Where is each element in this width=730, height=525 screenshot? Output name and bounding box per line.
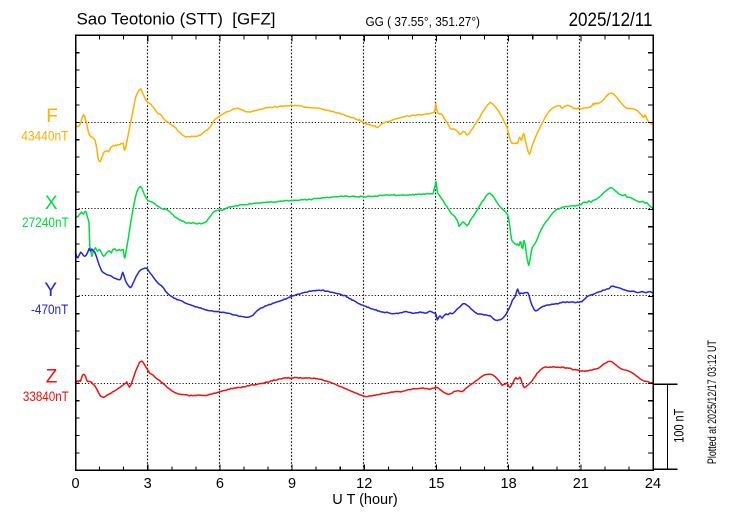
- svg-text:3: 3: [144, 476, 152, 492]
- svg-text:2025/12/11: 2025/12/11: [569, 10, 653, 31]
- svg-text:18: 18: [501, 476, 517, 492]
- svg-text:U T (hour): U T (hour): [332, 492, 398, 508]
- svg-text:Z: Z: [46, 367, 58, 388]
- svg-text:27240nT: 27240nT: [22, 215, 69, 231]
- svg-text:21: 21: [573, 476, 589, 492]
- svg-text:0: 0: [71, 476, 79, 492]
- svg-text:X: X: [45, 193, 58, 214]
- svg-text:12: 12: [356, 476, 372, 492]
- svg-text:Sao Teotonio (STT) [GFZ]: Sao Teotonio (STT) [GFZ]: [77, 9, 276, 28]
- svg-text:-470nT: -470nT: [31, 302, 69, 318]
- svg-text:Y: Y: [44, 280, 57, 301]
- svg-text:15: 15: [428, 476, 444, 492]
- svg-text:GG ( 37.55°, 351.27°): GG ( 37.55°, 351.27°): [366, 15, 481, 29]
- svg-text:33840nT: 33840nT: [23, 389, 69, 405]
- svg-text:9: 9: [288, 476, 296, 492]
- svg-text:100 nT: 100 nT: [672, 409, 687, 443]
- svg-text:43440nT: 43440nT: [21, 128, 69, 144]
- svg-text:6: 6: [216, 476, 224, 492]
- svg-text:24: 24: [645, 476, 661, 492]
- svg-text:F: F: [46, 106, 58, 127]
- svg-text:Plotted at 2025/12/17 03:12 UT: Plotted at 2025/12/17 03:12 UT: [705, 340, 719, 464]
